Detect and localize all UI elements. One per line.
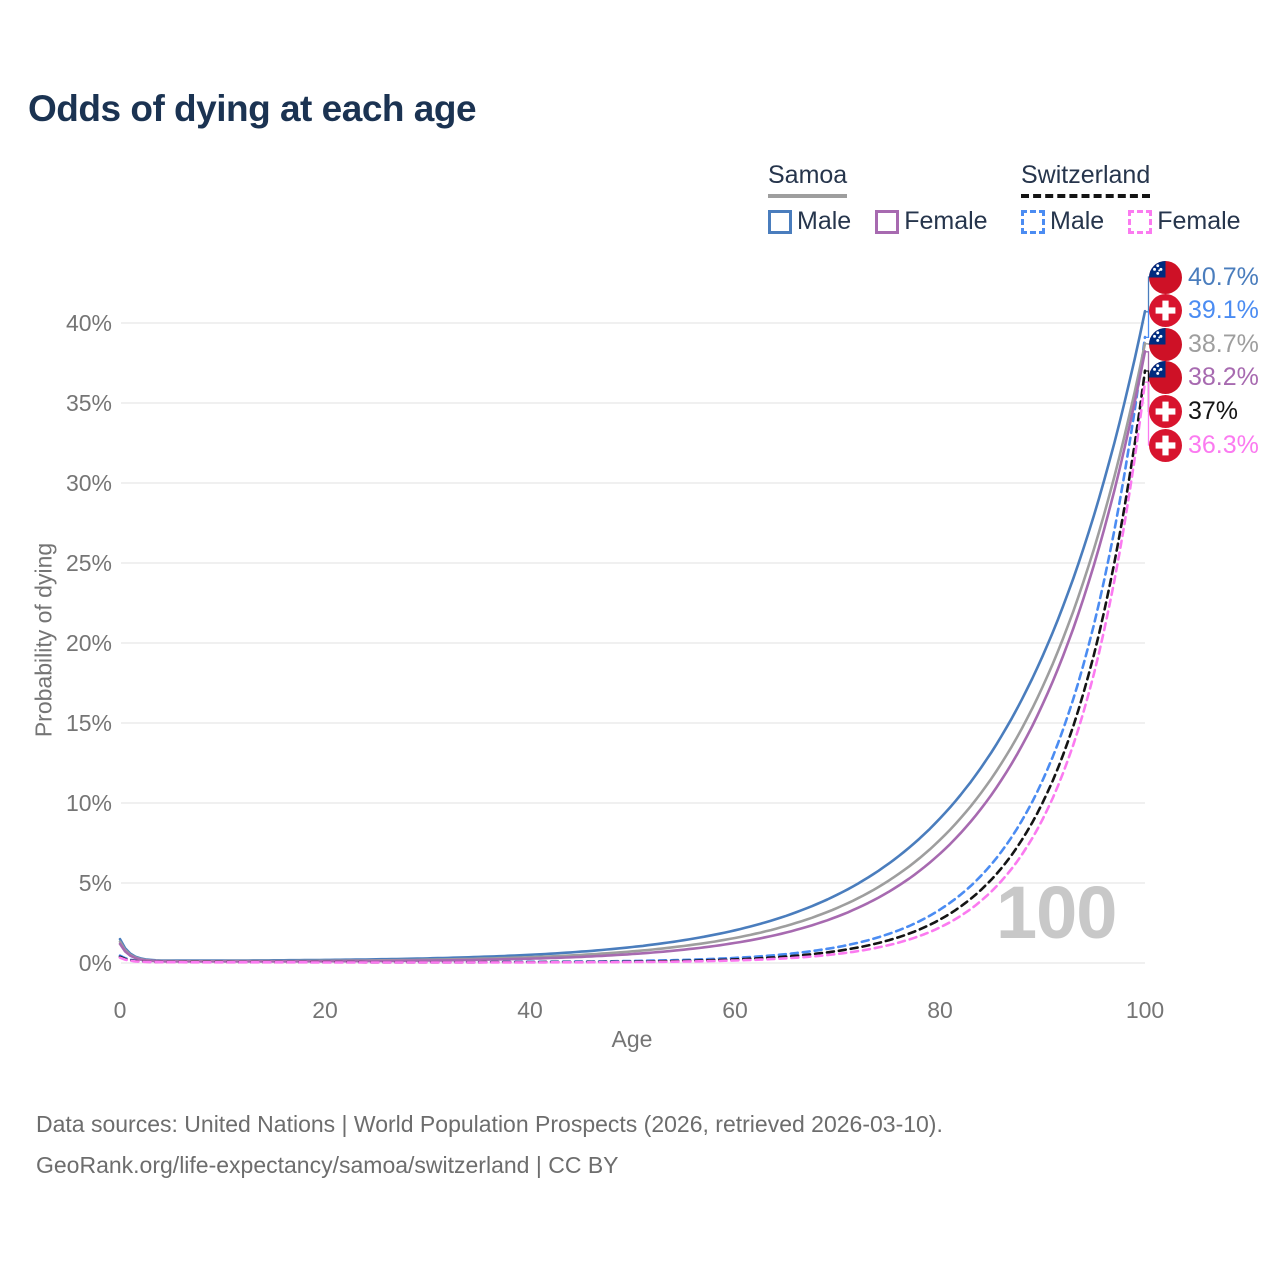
series-line-switzerland-both	[118, 369, 1147, 964]
end-label-samoa-female: 38.2%	[1149, 361, 1259, 395]
end-label-switzerland-male: 39.1%	[1149, 294, 1259, 328]
end-label-value: 38.2%	[1188, 363, 1259, 392]
end-label-value: 38.7%	[1188, 329, 1259, 358]
legend-label: Male	[797, 207, 852, 235]
samoa-flag-icon	[1149, 327, 1182, 361]
legend-label: Female	[1157, 207, 1241, 235]
legend-label: Female	[904, 207, 988, 235]
series-line-samoa-female	[118, 350, 1147, 963]
data-sources-line2: GeoRank.org/life-expectancy/samoa/switze…	[36, 1152, 619, 1178]
switzerland-female-swatch-icon[interactable]	[1128, 209, 1153, 234]
x-tick-label: 20	[312, 997, 338, 1023]
series-line-samoa-both	[118, 341, 1147, 963]
end-label-value: 36.3%	[1188, 430, 1259, 459]
legend-items-switzerland: Male Female	[1021, 207, 1241, 236]
series-line-switzerland-male	[118, 335, 1147, 964]
y-tick-label: 20%	[66, 630, 112, 656]
y-tick-label: 10%	[66, 790, 112, 816]
y-tick-label: 25%	[66, 550, 112, 576]
legend-header-samoa: Samoa	[768, 161, 848, 198]
switzerland-flag-icon	[1149, 394, 1182, 428]
end-label-value: 40.7%	[1188, 262, 1259, 291]
legend-label: Male	[1050, 207, 1105, 235]
x-tick-label: 100	[1126, 997, 1164, 1023]
y-tick-label: 0%	[79, 950, 112, 976]
end-label-value: 39.1%	[1188, 296, 1259, 325]
legend-group-samoa: Samoa Male Female	[768, 161, 988, 236]
legend-group-switzerland: Switzerland Male Female	[1021, 161, 1241, 236]
legend-item-samoa-male[interactable]: Male	[768, 207, 851, 236]
end-label-samoa-male: 40.7%	[1149, 260, 1259, 294]
switzerland-male-swatch-icon[interactable]	[1021, 209, 1045, 234]
samoa-flag-icon	[1149, 260, 1182, 294]
legend-header-switzerland: Switzerland	[1021, 161, 1151, 198]
y-tick-label: 35%	[66, 390, 112, 416]
y-tick-label: 40%	[66, 310, 112, 336]
legend-item-samoa-female[interactable]: Female	[875, 207, 988, 236]
x-tick-label: 60	[722, 997, 748, 1023]
x-tick-label: 40	[517, 997, 543, 1023]
samoa-female-swatch-icon[interactable]	[875, 209, 900, 234]
series-line-samoa-male	[118, 309, 1147, 962]
page-title: Odds of dying at each age	[28, 88, 477, 129]
end-label-switzerland-both: 37%	[1149, 394, 1239, 428]
x-tick-label: 80	[927, 997, 953, 1023]
y-axis-title: Probability of dying	[30, 542, 57, 738]
x-axis-title: Age	[611, 1026, 653, 1052]
legend-item-switzerland-male[interactable]: Male	[1021, 207, 1104, 236]
end-label-value: 37%	[1188, 396, 1239, 425]
age-watermark: 100	[996, 871, 1117, 954]
y-tick-label: 15%	[66, 710, 112, 736]
y-tick-label: 30%	[66, 470, 112, 496]
switzerland-flag-icon	[1149, 428, 1182, 462]
legend-items-samoa: Male Female	[768, 207, 988, 236]
x-tick-label: 0	[114, 997, 127, 1023]
samoa-male-swatch-icon[interactable]	[768, 209, 792, 234]
data-sources-line1: Data sources: United Nations | World Pop…	[36, 1111, 943, 1137]
data-sources: Data sources: United Nations | World Pop…	[36, 1104, 943, 1186]
switzerland-flag-icon	[1149, 294, 1182, 328]
samoa-flag-icon	[1149, 361, 1182, 395]
series-line-switzerland-female	[118, 380, 1147, 964]
y-tick-label: 5%	[79, 870, 112, 896]
legend-item-switzerland-female[interactable]: Female	[1128, 207, 1241, 236]
end-label-switzerland-female: 36.3%	[1149, 428, 1259, 462]
end-label-samoa-both: 38.7%	[1149, 327, 1259, 361]
